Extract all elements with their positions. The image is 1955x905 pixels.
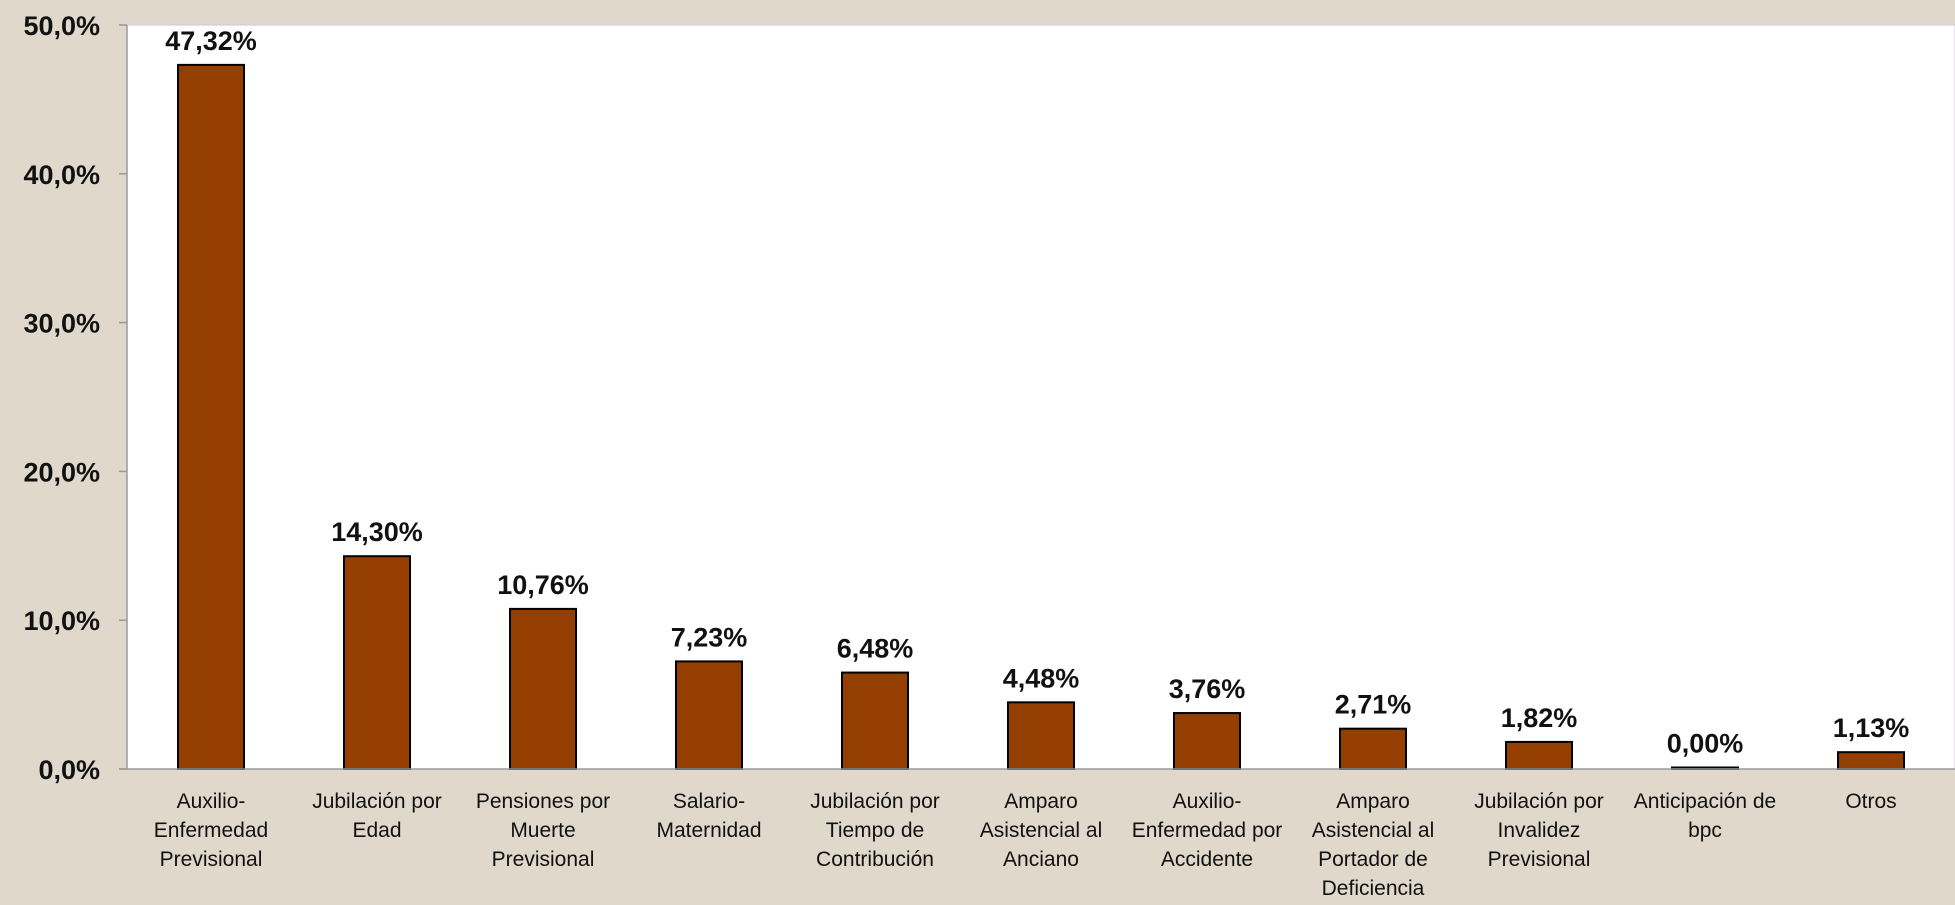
data-label: 4,48% <box>1003 663 1080 693</box>
data-label: 1,82% <box>1501 703 1578 733</box>
data-label: 6,48% <box>837 634 914 664</box>
y-tick-label: 40,0% <box>23 160 100 190</box>
bars <box>177 63 1905 771</box>
data-label: 14,30% <box>331 517 423 547</box>
category-label: Jubilación por Tiempo de Contribución <box>810 790 940 871</box>
category-label: Anticipación de bpc <box>1634 790 1776 842</box>
bar <box>1173 712 1241 771</box>
data-label: 3,76% <box>1169 674 1246 704</box>
data-label: 0,00% <box>1667 729 1744 759</box>
category-label: Pensiones por Muerte Previsional <box>476 790 610 871</box>
data-label: 2,71% <box>1335 690 1412 720</box>
category-label: Auxilio-Enfermedad por Accidente <box>1132 790 1283 871</box>
category-labels: Auxilio-Enfermedad Previsional Jubilación … <box>154 790 1897 900</box>
plot-area <box>126 24 1955 770</box>
bar <box>509 607 577 770</box>
y-tick-label: 10,0% <box>23 606 100 636</box>
bar <box>1339 727 1407 770</box>
category-label: Salario-Maternidad <box>656 790 761 842</box>
y-axis: 0,0% 10,0% 20,0% 30,0% 40,0% 50,0% <box>23 11 128 785</box>
data-label: 47,32% <box>165 26 257 56</box>
y-tick-label: 50,0% <box>23 11 100 41</box>
y-tick-label: 30,0% <box>23 309 100 339</box>
bar <box>675 660 743 770</box>
category-label: Amparo Asistencial al Portador de Deficienc… <box>1312 790 1435 900</box>
data-label: 10,76% <box>497 570 589 600</box>
bar <box>343 555 411 770</box>
bar <box>1837 751 1905 771</box>
bar <box>841 671 909 770</box>
y-tick-label: 0,0% <box>38 755 100 785</box>
bar <box>1007 701 1075 770</box>
category-label: Auxilio-Enfermedad Previsional <box>154 790 268 871</box>
data-label: 7,23% <box>671 622 748 652</box>
category-label: Jubilación por Edad <box>312 790 442 842</box>
data-labels: 47,32% 14,30% 10,76% 7,23% 6,48% 4,48% 3,76% 2,… <box>165 26 1909 759</box>
bar <box>177 63 245 770</box>
category-label: Otros <box>1845 790 1896 813</box>
category-label: Amparo Asistencial al Anciano <box>980 790 1103 871</box>
y-tick-label: 20,0% <box>23 457 100 487</box>
bar <box>1505 740 1573 770</box>
category-label: Jubilación por Invalidez Previsional <box>1474 790 1604 871</box>
data-label: 1,13% <box>1833 713 1910 743</box>
